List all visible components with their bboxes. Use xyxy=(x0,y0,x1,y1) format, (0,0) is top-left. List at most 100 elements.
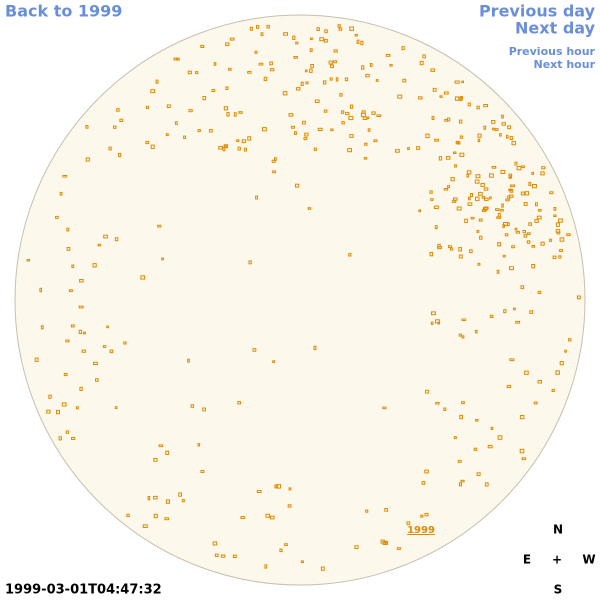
sky-object xyxy=(385,54,391,57)
compass-center: + xyxy=(552,553,562,567)
sky-object xyxy=(155,79,159,84)
sky-object xyxy=(380,539,385,544)
sky-object xyxy=(461,335,465,339)
sky-object xyxy=(226,112,230,117)
sky-object xyxy=(504,233,509,237)
sky-object xyxy=(264,564,268,569)
sky-object xyxy=(450,247,454,251)
sky-object xyxy=(564,349,567,353)
sky-object xyxy=(95,378,99,382)
sky-object xyxy=(309,48,313,53)
sky-object xyxy=(385,540,389,545)
sky-object xyxy=(71,264,75,268)
sky-object xyxy=(34,357,39,362)
sky-object xyxy=(108,146,112,151)
sky-object xyxy=(354,33,358,37)
sky-object xyxy=(249,26,253,31)
sky-object xyxy=(78,329,83,335)
sky-object xyxy=(66,227,70,232)
sky-object xyxy=(531,184,537,189)
sky-object xyxy=(422,54,426,59)
sky-object xyxy=(65,339,70,343)
sky-object xyxy=(254,50,258,54)
sky-object xyxy=(322,80,327,85)
sky-object xyxy=(531,264,536,269)
sky-object xyxy=(153,495,158,500)
sky-object xyxy=(430,321,434,325)
sky-object xyxy=(65,430,70,434)
sky-object xyxy=(302,120,306,125)
sky-object xyxy=(229,37,235,41)
sky-object xyxy=(559,361,564,366)
sky-object xyxy=(283,32,289,36)
sky-object xyxy=(292,35,296,40)
sky-object xyxy=(460,479,465,483)
sky-object xyxy=(313,147,317,151)
sky-object xyxy=(402,78,407,83)
sky-object xyxy=(270,68,275,72)
sky-object xyxy=(323,38,328,43)
sky-object xyxy=(272,360,276,363)
sky-object xyxy=(454,80,460,84)
sky-object xyxy=(106,325,109,329)
sky-object xyxy=(320,566,325,571)
sky-object xyxy=(284,543,288,547)
map-label[interactable]: 1999 xyxy=(407,525,435,536)
sky-object xyxy=(497,242,502,247)
sky-object xyxy=(26,259,31,262)
sky-object xyxy=(142,524,148,529)
previous-day-link[interactable]: Previous day xyxy=(479,2,596,21)
sky-object xyxy=(350,104,354,109)
sky-object xyxy=(265,513,271,518)
sky-object xyxy=(340,110,345,114)
sky-object xyxy=(454,164,457,168)
sky-object xyxy=(489,196,492,200)
sky-object xyxy=(294,131,297,135)
sky-object xyxy=(304,69,308,73)
sky-object xyxy=(48,394,52,399)
sky-object xyxy=(458,254,463,259)
sky-object xyxy=(397,94,403,99)
sky-object xyxy=(347,148,353,153)
sky-object xyxy=(461,318,467,321)
sky-object xyxy=(360,40,364,46)
sky-object xyxy=(430,68,436,72)
sky-object xyxy=(303,137,308,141)
next-hour-link[interactable]: Next hour xyxy=(534,58,596,71)
sky-object xyxy=(497,435,503,440)
previous-hour-link[interactable]: Previous hour xyxy=(509,45,596,58)
sky-object xyxy=(536,215,542,220)
sky-object xyxy=(424,469,429,474)
sky-object xyxy=(528,181,532,186)
sky-object xyxy=(501,114,504,119)
sky-object xyxy=(349,134,354,138)
sky-object xyxy=(375,79,379,82)
sky-object xyxy=(429,190,433,194)
sky-object xyxy=(252,348,257,352)
sky-object xyxy=(478,218,483,222)
sky-object xyxy=(165,450,170,456)
sky-object xyxy=(406,521,411,526)
sky-object xyxy=(323,109,328,113)
sky-object xyxy=(237,146,241,151)
sky-object xyxy=(262,127,267,132)
sky-object xyxy=(310,64,315,68)
compass-south: S xyxy=(554,583,563,597)
sky-object xyxy=(270,515,275,520)
sky-object xyxy=(248,260,252,265)
sky-object xyxy=(314,99,320,103)
sky-object xyxy=(145,141,150,145)
sky-object xyxy=(476,230,480,233)
sky-object xyxy=(453,197,458,201)
next-day-link[interactable]: Next day xyxy=(515,19,596,38)
sky-object xyxy=(516,166,522,171)
back-link[interactable]: Back to 1999 xyxy=(5,2,122,21)
sky-object xyxy=(503,309,507,314)
sky-object xyxy=(434,138,440,142)
sky-object xyxy=(495,208,500,211)
sky-object xyxy=(523,234,528,238)
sky-object xyxy=(256,490,262,493)
sky-object xyxy=(238,111,243,114)
sky-object xyxy=(454,96,460,101)
sky-object xyxy=(300,560,304,564)
